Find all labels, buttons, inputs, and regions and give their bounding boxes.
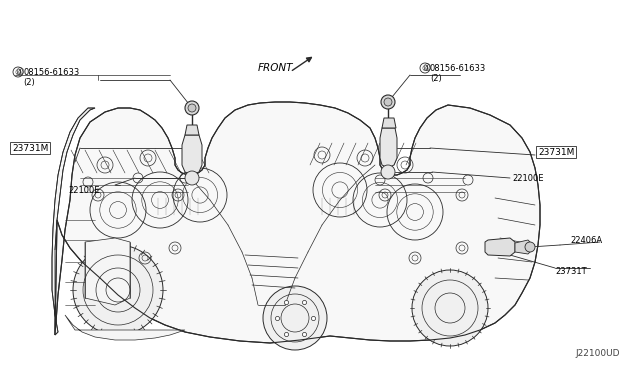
Circle shape [384, 98, 392, 106]
Text: (2): (2) [430, 74, 442, 83]
Text: 22100E: 22100E [512, 173, 543, 183]
Polygon shape [85, 238, 130, 305]
Polygon shape [185, 125, 199, 135]
Text: ①: ① [422, 63, 431, 73]
Circle shape [185, 101, 199, 115]
Circle shape [525, 242, 535, 252]
Polygon shape [65, 315, 185, 340]
Text: 23731T: 23731T [555, 267, 587, 276]
Circle shape [73, 245, 163, 335]
Text: 22100E: 22100E [68, 186, 99, 195]
Polygon shape [382, 118, 396, 128]
Circle shape [412, 270, 488, 346]
Text: ①: ① [15, 67, 24, 77]
Text: 22406A: 22406A [570, 235, 602, 244]
Circle shape [263, 286, 327, 350]
Circle shape [381, 165, 395, 179]
Polygon shape [485, 238, 515, 256]
Text: (2): (2) [23, 77, 35, 87]
Text: 23731M: 23731M [538, 148, 574, 157]
Text: ⑩: ⑩ [422, 64, 428, 73]
Text: FRONT: FRONT [258, 63, 294, 73]
Text: 23731M: 23731M [12, 144, 49, 153]
Polygon shape [52, 108, 95, 335]
Text: J22100UD: J22100UD [575, 349, 620, 358]
Circle shape [381, 95, 395, 109]
Polygon shape [380, 128, 397, 168]
Circle shape [185, 171, 199, 185]
Polygon shape [515, 240, 532, 254]
Text: 08156-61633: 08156-61633 [23, 67, 79, 77]
Polygon shape [182, 135, 202, 175]
Text: ⑩: ⑩ [15, 67, 21, 77]
Text: 08156-61633: 08156-61633 [430, 64, 486, 73]
Circle shape [188, 104, 196, 112]
Polygon shape [55, 102, 540, 343]
